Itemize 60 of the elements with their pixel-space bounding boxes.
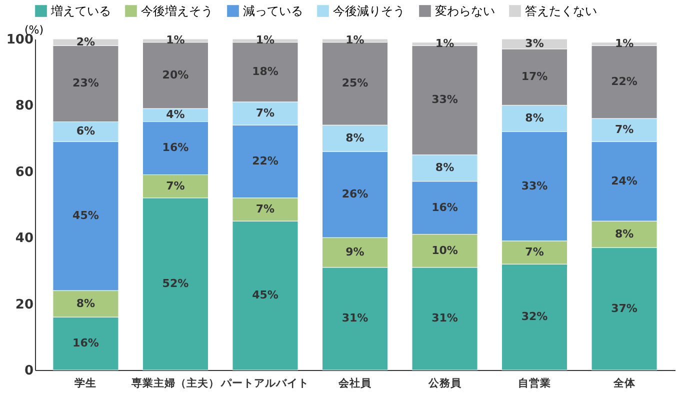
data-label: 8%: [435, 161, 454, 174]
data-label: 8%: [76, 296, 96, 310]
legend-label: 変わらない: [435, 4, 495, 18]
data-label: 45%: [72, 209, 99, 222]
x-tick-label: 全体: [612, 376, 636, 390]
data-label: 6%: [76, 124, 96, 138]
data-label: 33%: [432, 93, 458, 106]
data-label: 16%: [72, 336, 99, 350]
data-label: 8%: [525, 111, 544, 124]
data-label: 1%: [435, 36, 454, 50]
data-label: 25%: [342, 76, 368, 90]
data-label: 1%: [256, 34, 275, 47]
data-label: 10%: [432, 244, 458, 257]
data-label: 1%: [346, 34, 364, 47]
data-label: 8%: [614, 227, 634, 240]
y-tick-label: 0: [24, 364, 34, 378]
data-label: 52%: [162, 276, 189, 290]
data-label: 1%: [166, 34, 185, 47]
legend-label: 今後増えそう: [141, 4, 213, 18]
legend-label: 減っている: [243, 4, 303, 18]
data-label: 23%: [72, 76, 99, 90]
x-tick-label: 公務員: [427, 376, 462, 390]
legend-label: 今後減りそう: [333, 4, 405, 18]
y-tick-label: 80: [15, 98, 34, 114]
y-tick-label: 20: [15, 297, 34, 312]
y-tick-label: 60: [15, 164, 34, 180]
data-label: 1%: [614, 36, 634, 50]
data-label: 45%: [252, 288, 278, 302]
data-label: 16%: [432, 200, 458, 214]
data-label: 3%: [525, 36, 544, 50]
y-tick-label: 40: [15, 231, 34, 246]
data-label: 32%: [521, 310, 548, 324]
data-label: 4%: [166, 108, 185, 122]
data-label: 9%: [346, 245, 364, 258]
data-label: 22%: [252, 154, 278, 168]
x-tick-label: 会社員: [338, 376, 372, 390]
data-label: 8%: [346, 131, 364, 144]
x-tick-label: 学生: [74, 376, 97, 390]
data-label: 7%: [256, 106, 275, 120]
data-label: 7%: [166, 179, 185, 192]
x-tick-label: 専業主婦（主夫）: [130, 376, 220, 390]
legend-label: 答えたくない: [525, 4, 597, 18]
data-label: 31%: [432, 312, 458, 325]
data-label: 37%: [611, 302, 638, 315]
data-label: 26%: [342, 188, 368, 201]
data-label: 24%: [611, 174, 638, 188]
data-label: 22%: [611, 75, 638, 88]
x-tick-label: 自営業: [518, 376, 552, 390]
legend-label: 増えている: [50, 4, 111, 18]
data-label: 20%: [162, 68, 189, 82]
data-label: 16%: [162, 141, 189, 154]
data-label: 7%: [256, 202, 275, 216]
data-label: 31%: [342, 312, 368, 325]
data-label: 7%: [525, 245, 544, 258]
data-label: 17%: [521, 70, 548, 84]
data-label: 18%: [252, 65, 278, 78]
data-label: 33%: [521, 179, 548, 192]
data-label: 7%: [614, 123, 634, 136]
x-tick-label: パートアルバイト: [220, 378, 310, 390]
data-label: 2%: [76, 35, 96, 48]
